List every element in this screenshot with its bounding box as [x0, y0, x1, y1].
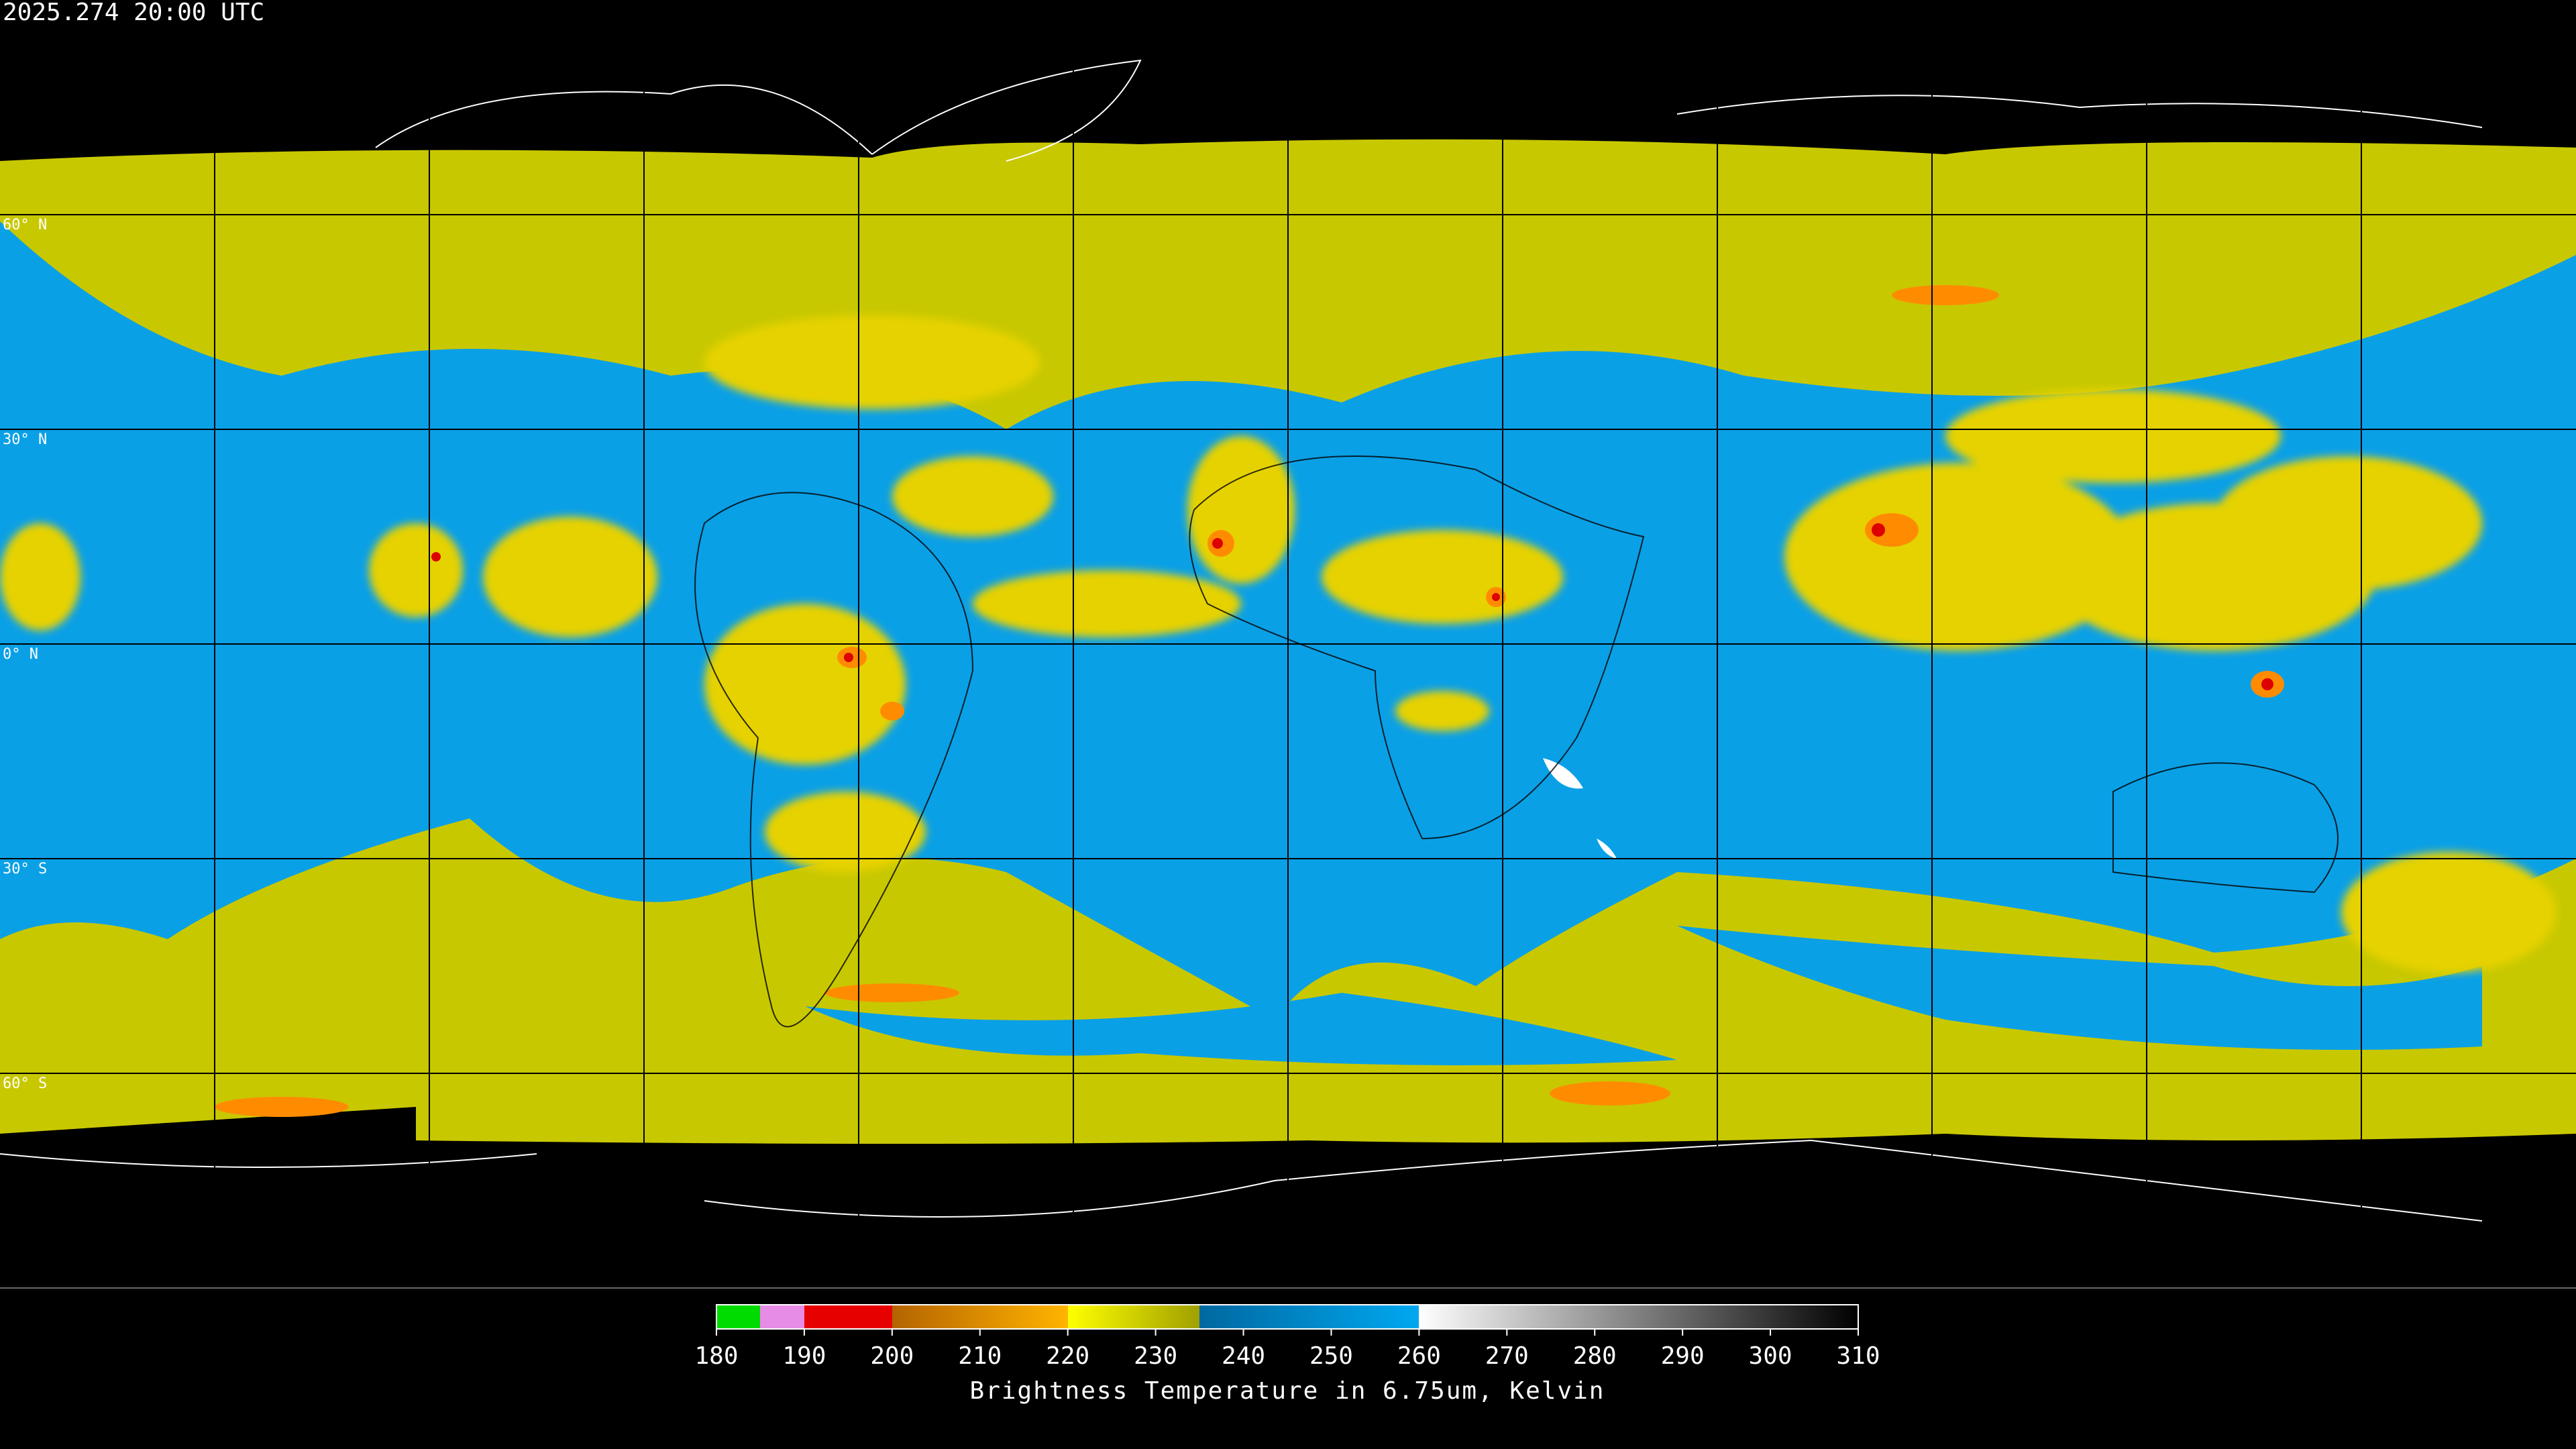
colorbar-tick-label: 290 — [1661, 1342, 1705, 1370]
colorbar-tick-label: 190 — [782, 1342, 826, 1370]
latitude-label: 60° N — [3, 217, 47, 233]
dry-air — [805, 993, 1677, 1065]
colorbar-segment — [1199, 1305, 1419, 1329]
colorbar-frame — [716, 1304, 1859, 1330]
colorbar-tick-label: 310 — [1836, 1342, 1880, 1370]
colorbar-tick-label: 260 — [1397, 1342, 1441, 1370]
colorbar-tick-label: 200 — [870, 1342, 914, 1370]
colorbar-tick-label: 210 — [958, 1342, 1002, 1370]
colorbar-tick-label: 230 — [1134, 1342, 1177, 1370]
latitude-label: 30° N — [3, 431, 47, 448]
latitude-label: 0° N — [3, 646, 38, 663]
timestamp: 2025.274 20:00 UTC — [3, 0, 264, 26]
warm-spot — [1543, 758, 1617, 859]
colorbar-segment — [760, 1305, 804, 1329]
latitude-label: 60° S — [3, 1075, 47, 1092]
colorbar-tick-label: 240 — [1222, 1342, 1265, 1370]
colorbar-tick-label: 300 — [1749, 1342, 1792, 1370]
deep-convection — [431, 523, 2273, 690]
coastlines — [694, 455, 2339, 1028]
colorbar-segment — [1068, 1305, 1199, 1329]
colorbar-tick-label: 280 — [1573, 1342, 1617, 1370]
polar-coastlines — [0, 59, 2483, 1222]
colorbar-segment — [892, 1305, 1068, 1329]
colorbar-segment — [716, 1305, 760, 1329]
moist-clusters — [0, 315, 2556, 973]
colorbar-segment — [804, 1305, 892, 1329]
latitude-label: 30° S — [3, 861, 47, 877]
colorbar-label: Brightness Temperature in 6.75um, Kelvin — [970, 1377, 1605, 1405]
colorbar-segment — [1419, 1305, 1858, 1329]
dry-air — [1677, 926, 2482, 1050]
colorbar-tick-label: 180 — [694, 1342, 738, 1370]
colorbar-tick-label: 220 — [1046, 1342, 1089, 1370]
colorbar-tick-label: 250 — [1309, 1342, 1353, 1370]
graticule — [0, 1287, 2576, 1289]
colorbar-tick-label: 270 — [1485, 1342, 1529, 1370]
colorbar: 180 190 200 210 220 230 240 250 260 270 280 290 300 3… — [694, 1304, 1880, 1370]
